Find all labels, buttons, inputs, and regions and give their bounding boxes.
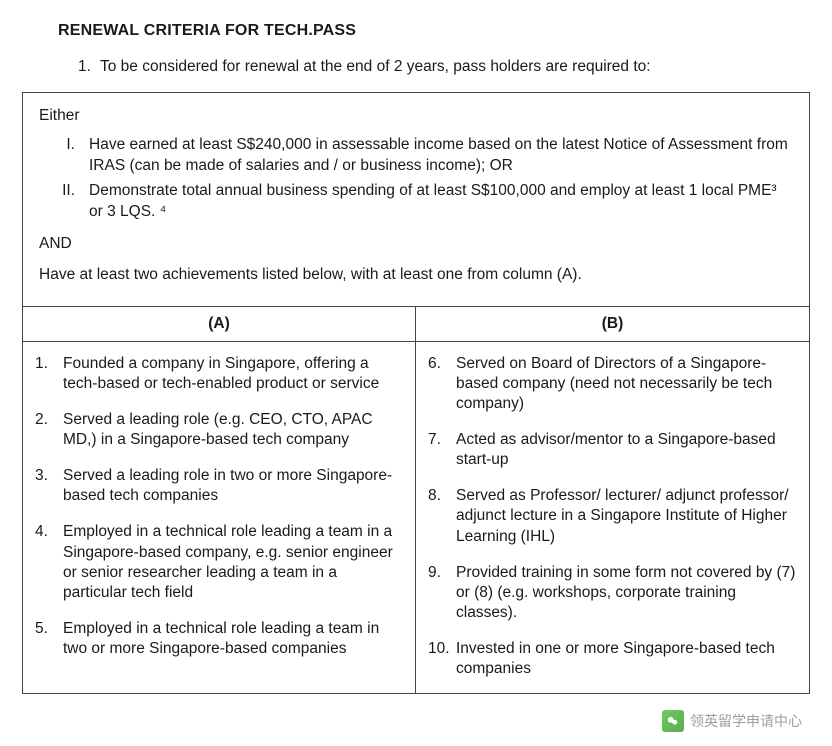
roman-number: II. — [53, 181, 75, 202]
column-a-header: (A) — [23, 307, 415, 342]
roman-item: I. Have earned at least S$240,000 in ass… — [39, 135, 793, 177]
list-item: 7. Acted as advisor/mentor to a Singapor… — [428, 430, 797, 470]
list-item: 8. Served as Professor/ lecturer/ adjunc… — [428, 486, 797, 546]
watermark-text: 领英留学申请中心 — [690, 711, 802, 731]
wechat-icon — [662, 710, 684, 732]
roman-text: Have earned at least S$240,000 in assess… — [89, 136, 788, 174]
item-text: Employed in a technical role leading a t… — [63, 620, 379, 657]
upper-section: Either I. Have earned at least S$240,000… — [23, 93, 809, 306]
item-text: Provided training in some form not cover… — [456, 564, 795, 621]
list-item: 10. Invested in one or more Singapore-ba… — [428, 639, 797, 679]
item-text: Served a leading role (e.g. CEO, CTO, AP… — [63, 411, 373, 448]
item-text: Served as Professor/ lecturer/ adjunct p… — [456, 487, 789, 544]
either-label: Either — [39, 107, 793, 125]
item-number: 8. — [428, 486, 450, 506]
watermark: 领英留学申请中心 — [662, 710, 802, 732]
item-text: Acted as advisor/mentor to a Singapore-b… — [456, 431, 776, 468]
page-title: RENEWAL CRITERIA FOR TECH.PASS — [58, 22, 812, 40]
item-number: 4. — [35, 522, 57, 542]
item-number: 9. — [428, 563, 450, 583]
roman-text: Demonstrate total annual business spendi… — [89, 182, 777, 220]
list-item: 3. Served a leading role in two or more … — [35, 466, 403, 506]
item-number: 1. — [35, 354, 57, 374]
criteria-box: Either I. Have earned at least S$240,000… — [22, 92, 810, 694]
item-text: Founded a company in Singapore, offering… — [63, 355, 379, 392]
list-item: 6. Served on Board of Directors of a Sin… — [428, 354, 797, 414]
list-item: 1. Founded a company in Singapore, offer… — [35, 354, 403, 394]
intro-line: 1. To be considered for renewal at the e… — [78, 58, 812, 76]
item-number: 2. — [35, 410, 57, 430]
column-a-body: 1. Founded a company in Singapore, offer… — [23, 342, 415, 674]
roman-list: I. Have earned at least S$240,000 in ass… — [39, 135, 793, 223]
intro-text: To be considered for renewal at the end … — [100, 58, 651, 75]
item-text: Employed in a technical role leading a t… — [63, 523, 393, 600]
list-item: 5. Employed in a technical role leading … — [35, 619, 403, 659]
columns-wrapper: (A) 1. Founded a company in Singapore, o… — [23, 306, 809, 694]
roman-number: I. — [53, 135, 75, 156]
column-b: (B) 6. Served on Board of Directors of a… — [416, 307, 809, 694]
item-text: Invested in one or more Singapore-based … — [456, 640, 775, 677]
item-text: Served a leading role in two or more Sin… — [63, 467, 392, 504]
item-text: Served on Board of Directors of a Singap… — [456, 355, 772, 412]
achievements-intro: Have at least two achievements listed be… — [39, 265, 793, 286]
item-number: 6. — [428, 354, 450, 374]
column-a: (A) 1. Founded a company in Singapore, o… — [23, 307, 416, 694]
item-number: 3. — [35, 466, 57, 486]
item-number: 7. — [428, 430, 450, 450]
and-label: AND — [39, 235, 793, 253]
item-number: 5. — [35, 619, 57, 639]
list-item: 2. Served a leading role (e.g. CEO, CTO,… — [35, 410, 403, 450]
item-number: 10. — [428, 639, 450, 659]
roman-item: II. Demonstrate total annual business sp… — [39, 181, 793, 223]
list-item: 4. Employed in a technical role leading … — [35, 522, 403, 603]
list-item: 9. Provided training in some form not co… — [428, 563, 797, 623]
document-page: RENEWAL CRITERIA FOR TECH.PASS 1. To be … — [0, 0, 832, 746]
column-b-body: 6. Served on Board of Directors of a Sin… — [416, 342, 809, 694]
column-b-header: (B) — [416, 307, 809, 342]
intro-number: 1. — [78, 58, 91, 76]
